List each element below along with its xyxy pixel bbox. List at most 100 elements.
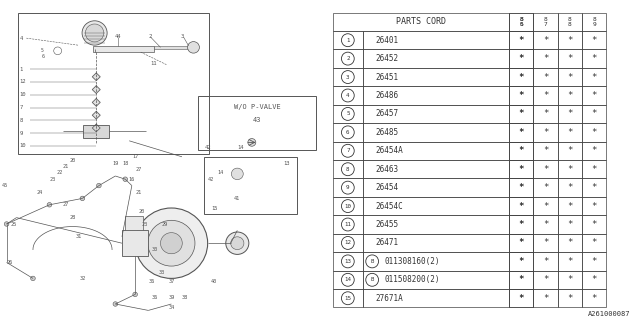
Bar [509, 179, 533, 197]
Text: 7: 7 [543, 22, 547, 27]
Bar [533, 12, 557, 31]
Circle shape [148, 220, 195, 266]
Text: A261000087: A261000087 [588, 311, 630, 317]
Text: 4: 4 [20, 36, 23, 41]
Bar [533, 141, 557, 160]
Text: *: * [518, 275, 524, 284]
Text: 13: 13 [284, 161, 290, 166]
Bar [509, 31, 533, 49]
Text: 27: 27 [135, 167, 141, 172]
Text: 7: 7 [20, 105, 23, 110]
Bar [533, 271, 557, 289]
Text: *: * [518, 146, 524, 155]
Bar [509, 123, 533, 141]
Text: *: * [543, 109, 548, 118]
Text: 1: 1 [20, 67, 23, 72]
Bar [533, 49, 557, 68]
Text: 33: 33 [158, 269, 164, 275]
Text: 14: 14 [218, 170, 224, 175]
Text: *: * [543, 165, 548, 174]
Text: 3: 3 [180, 34, 184, 39]
Text: *: * [518, 109, 524, 118]
Circle shape [188, 42, 200, 53]
Circle shape [82, 21, 107, 45]
Text: 45: 45 [2, 183, 8, 188]
Bar [509, 12, 533, 31]
Polygon shape [92, 124, 100, 132]
Bar [333, 289, 363, 308]
Bar [363, 141, 509, 160]
Bar [333, 68, 363, 86]
Text: *: * [518, 257, 524, 266]
Text: *: * [518, 202, 524, 211]
Text: 10: 10 [344, 204, 351, 209]
Text: W/O P-VALVE: W/O P-VALVE [234, 104, 280, 110]
Text: *: * [591, 73, 596, 82]
Text: *: * [543, 73, 548, 82]
Text: *: * [543, 91, 548, 100]
Text: *: * [518, 36, 524, 45]
Text: 12: 12 [344, 240, 351, 245]
Text: 6: 6 [346, 130, 349, 135]
Text: *: * [518, 109, 524, 118]
Text: 9: 9 [346, 185, 349, 190]
Text: *: * [567, 220, 572, 229]
Text: *: * [518, 257, 524, 266]
Text: 42: 42 [208, 177, 214, 182]
Text: 21: 21 [135, 189, 141, 195]
Bar [125, 216, 143, 230]
Text: *: * [518, 238, 524, 247]
Bar [533, 105, 557, 123]
Bar [557, 289, 582, 308]
Text: *: * [543, 146, 548, 155]
Text: *: * [591, 165, 596, 174]
Text: 26454C: 26454C [375, 202, 403, 211]
Bar [122, 230, 148, 256]
Bar [582, 271, 606, 289]
Bar [363, 160, 509, 179]
Text: 011308160(2): 011308160(2) [385, 257, 440, 266]
Circle shape [135, 208, 207, 278]
Text: 26486: 26486 [375, 91, 398, 100]
Text: 43: 43 [253, 117, 261, 124]
Text: *: * [591, 294, 596, 303]
Text: 20: 20 [69, 157, 76, 163]
Circle shape [97, 183, 101, 188]
Bar [509, 252, 533, 271]
Text: 19: 19 [112, 161, 118, 166]
Text: *: * [591, 238, 596, 247]
Bar [533, 234, 557, 252]
Text: 31: 31 [76, 234, 82, 239]
Text: 23: 23 [142, 221, 148, 227]
Bar [557, 123, 582, 141]
Text: 29: 29 [162, 221, 168, 227]
Bar [582, 179, 606, 197]
Bar [333, 123, 363, 141]
Text: 8: 8 [568, 22, 572, 27]
Bar [509, 252, 533, 271]
Bar [333, 271, 363, 289]
Bar [333, 234, 363, 252]
Text: *: * [518, 165, 524, 174]
Text: *: * [518, 91, 524, 100]
Text: 12: 12 [20, 79, 26, 84]
Bar [333, 252, 363, 271]
Bar [533, 252, 557, 271]
Text: 36: 36 [152, 295, 158, 300]
Text: 21: 21 [63, 164, 69, 169]
Bar [509, 86, 533, 105]
Text: 3: 3 [346, 75, 349, 80]
Bar [509, 289, 533, 308]
Bar [533, 179, 557, 197]
Text: *: * [543, 36, 548, 45]
Text: 8: 8 [519, 17, 523, 22]
Text: *: * [543, 183, 548, 192]
Bar [582, 31, 606, 49]
Bar [582, 141, 606, 160]
Text: 16: 16 [129, 177, 135, 182]
Text: 28: 28 [69, 215, 76, 220]
Text: *: * [567, 202, 572, 211]
Bar [333, 141, 363, 160]
Bar [509, 86, 533, 105]
Text: *: * [518, 294, 524, 303]
